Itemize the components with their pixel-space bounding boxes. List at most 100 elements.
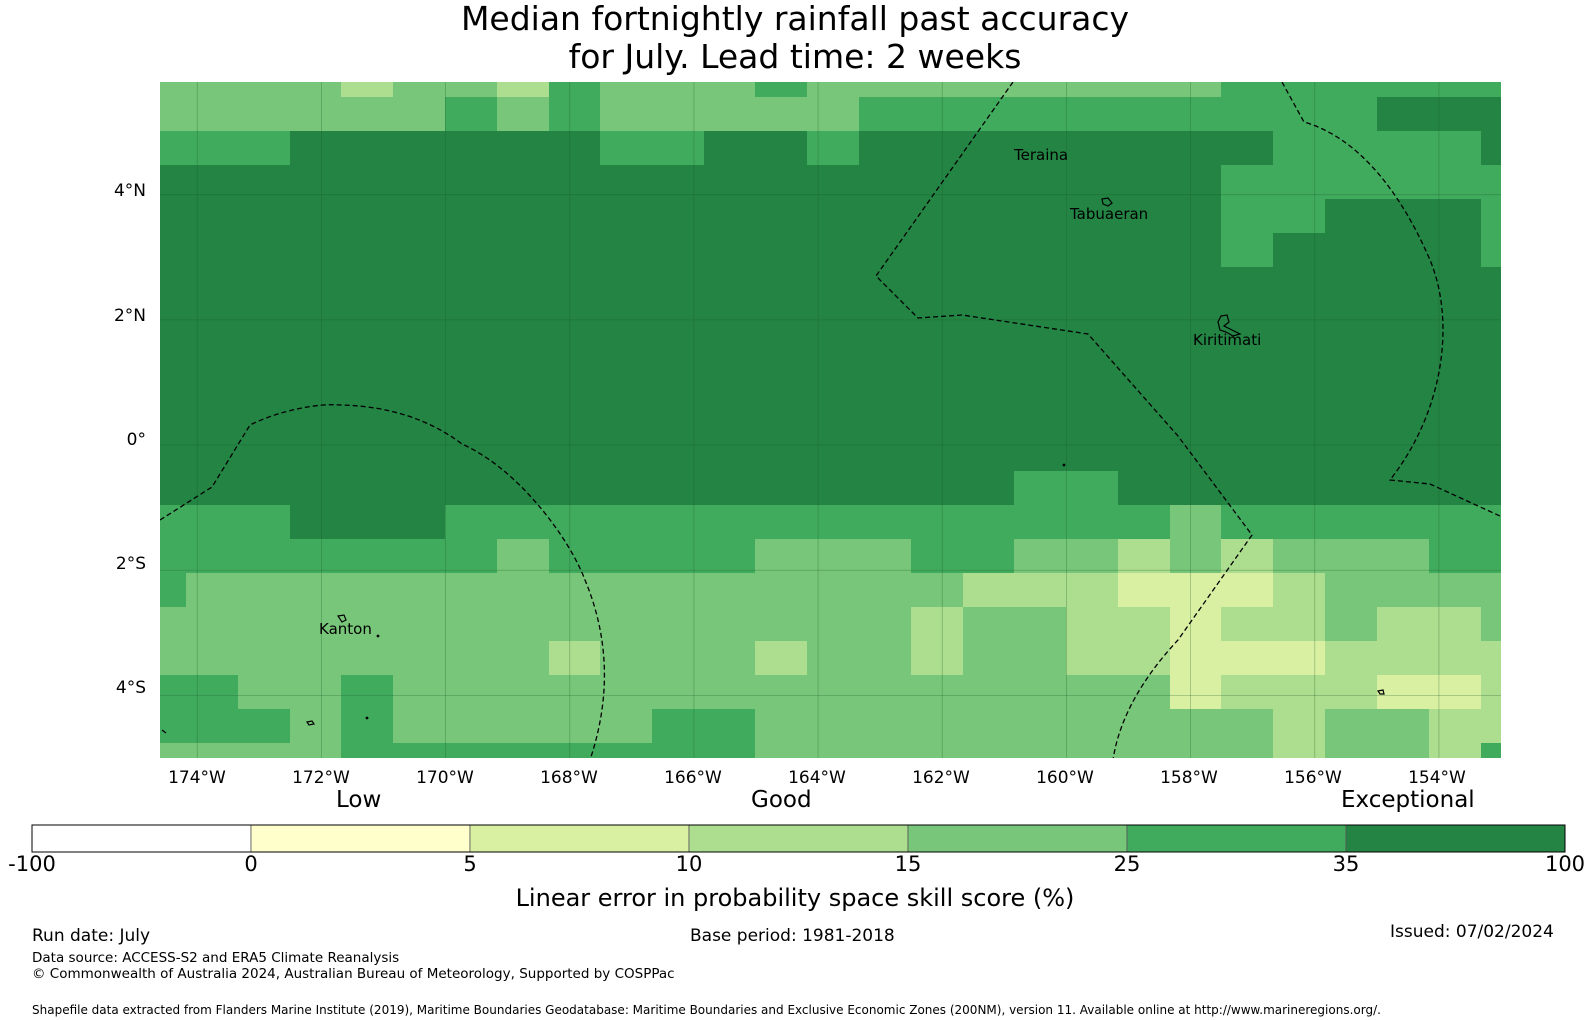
skill-cell <box>1118 675 1171 710</box>
skill-cell <box>807 743 860 758</box>
skill-cell <box>238 607 291 642</box>
skill-cell <box>186 131 239 166</box>
colorbar-bin <box>250 824 471 853</box>
skill-cell <box>1014 97 1067 132</box>
skill-cell <box>755 675 808 710</box>
skill-cell <box>704 675 756 710</box>
skill-cell <box>1221 539 1274 574</box>
skill-cell <box>859 505 912 540</box>
skill-cell <box>549 131 601 166</box>
skill-cell <box>290 437 342 472</box>
skill-cell <box>1429 97 1482 132</box>
skill-cell <box>1066 539 1119 574</box>
skill-cell <box>1170 97 1222 132</box>
island-kiritimati-outline <box>1217 314 1242 337</box>
skill-cell <box>652 607 705 642</box>
colorbar-bin <box>469 824 690 853</box>
skill-cell <box>1118 199 1171 234</box>
skill-cell <box>1273 505 1326 540</box>
skill-cell <box>445 335 498 370</box>
skill-cell <box>160 82 187 98</box>
skill-cell <box>1273 301 1326 336</box>
skill-cell <box>652 267 705 302</box>
skill-cell <box>1273 675 1326 710</box>
skill-cell <box>1118 335 1171 370</box>
skill-cell <box>1273 165 1326 200</box>
skill-cell <box>859 437 912 472</box>
skill-cell <box>963 743 1015 758</box>
skill-cell <box>1118 505 1171 540</box>
skill-cell <box>1118 165 1171 200</box>
skill-cell <box>1377 233 1430 268</box>
skill-cell <box>1014 82 1067 98</box>
skill-cell <box>549 233 601 268</box>
skill-cell <box>160 607 187 642</box>
skill-cell <box>497 675 550 710</box>
skill-cell <box>290 505 342 540</box>
skill-cell <box>497 403 550 438</box>
skill-cell <box>859 641 912 676</box>
skill-cell <box>1014 199 1067 234</box>
skill-cell <box>1273 607 1326 642</box>
skill-cell <box>859 573 912 608</box>
skill-cell <box>497 97 550 132</box>
skill-cell <box>160 97 187 132</box>
skill-cell <box>1481 573 1501 608</box>
skill-cell <box>600 539 653 574</box>
skill-cell <box>859 709 912 744</box>
eez-boundary-kanton-arc <box>160 404 606 758</box>
skill-cell <box>652 743 705 758</box>
skill-cell <box>600 743 653 758</box>
skill-cell <box>1118 573 1171 608</box>
skill-cell <box>160 539 187 574</box>
cb-tick-25: 25 <box>1113 852 1141 876</box>
skill-cell <box>549 539 601 574</box>
cb-tick-5: 5 <box>463 852 477 876</box>
skill-cell <box>807 709 860 744</box>
skill-cell <box>755 165 808 200</box>
skill-cell <box>704 743 756 758</box>
skill-cell <box>807 471 860 506</box>
skill-cell <box>445 97 498 132</box>
eez-boundary-line-islands-west <box>875 82 1253 758</box>
skill-cell <box>1481 267 1501 302</box>
skill-cell <box>549 267 601 302</box>
skill-cell <box>290 267 342 302</box>
skill-cell <box>807 437 860 472</box>
skill-cell <box>290 97 342 132</box>
skill-cell <box>704 369 756 404</box>
cb-tick-0: 0 <box>244 852 258 876</box>
skill-cell <box>911 369 964 404</box>
skill-cell <box>1221 131 1274 166</box>
cb-tick-15: 15 <box>894 852 922 876</box>
skill-cell <box>1221 97 1274 132</box>
skill-cell <box>1429 641 1482 676</box>
skill-cell <box>290 82 342 98</box>
skill-cell <box>549 743 601 758</box>
skill-cell <box>911 82 964 98</box>
skill-cell <box>1221 165 1274 200</box>
skill-cell <box>1066 97 1119 132</box>
skill-cell <box>497 199 550 234</box>
skill-cell <box>186 369 239 404</box>
skill-cell <box>1066 437 1119 472</box>
skill-cell <box>1377 709 1430 744</box>
eez-boundary-kiritimati-arc <box>1281 82 1501 517</box>
skill-cell <box>1170 641 1222 676</box>
skill-cell <box>911 403 964 438</box>
skill-cell <box>963 267 1015 302</box>
skill-cell <box>1481 675 1501 710</box>
skill-cell <box>290 165 342 200</box>
skill-cell <box>1014 369 1067 404</box>
skill-cell <box>1273 267 1326 302</box>
skill-cell <box>497 301 550 336</box>
skill-cell <box>1066 743 1119 758</box>
title-line-1: Median fortnightly rainfall past accurac… <box>460 0 1130 38</box>
skill-cell <box>704 97 756 132</box>
skill-cell <box>445 607 498 642</box>
skill-cell <box>1377 267 1430 302</box>
skill-cell <box>1429 607 1482 642</box>
skill-cell <box>1221 233 1274 268</box>
skill-cell <box>1325 403 1378 438</box>
skill-cell <box>755 199 808 234</box>
